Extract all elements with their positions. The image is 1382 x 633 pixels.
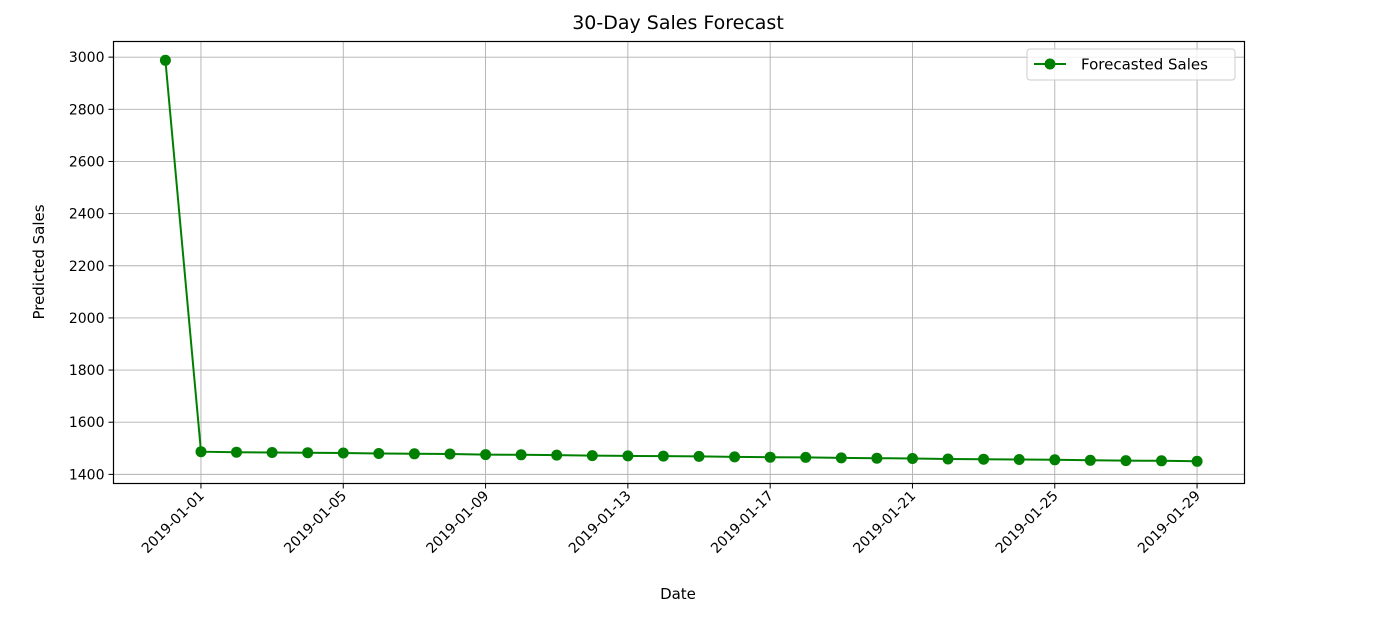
x-tick-label: 2019-01-17	[708, 488, 777, 557]
series-layer	[159, 54, 1203, 467]
series-line	[164, 60, 1198, 463]
data-point	[871, 452, 883, 464]
legend-box	[1026, 48, 1236, 81]
chart-title: 30-Day Sales Forecast	[572, 12, 784, 34]
data-point	[835, 452, 847, 464]
legend-marker	[1044, 58, 1056, 70]
y-tick-label: 1400	[69, 467, 105, 483]
y-tick-label: 2800	[69, 102, 105, 118]
data-point	[373, 448, 385, 459]
data-point	[551, 449, 563, 461]
data-point	[1049, 454, 1061, 466]
data-point	[480, 449, 492, 461]
data-point	[266, 447, 278, 458]
y-tick-label: 2600	[69, 154, 105, 170]
x-tick-label: 2019-01-21	[850, 488, 919, 557]
y-tick-label: 3000	[69, 50, 105, 66]
data-point	[693, 450, 705, 462]
data-point	[444, 448, 456, 460]
data-point	[515, 449, 527, 461]
x-tick-label: 2019-01-13	[566, 488, 635, 557]
x-tick-label: 2019-01-25	[993, 488, 1062, 557]
legend: Forecasted Sales	[1026, 48, 1236, 81]
x-tick-label: 2019-01-01	[139, 488, 208, 557]
data-point	[764, 451, 776, 463]
y-tick-label: 1800	[69, 363, 105, 379]
data-point	[1013, 454, 1025, 465]
x-axis-label: Date	[660, 585, 696, 603]
x-tick-label: 2019-01-05	[281, 488, 350, 557]
y-tick-label: 1600	[69, 415, 105, 431]
data-point	[657, 450, 669, 462]
data-point	[159, 54, 171, 66]
data-point	[942, 453, 954, 465]
data-point	[729, 451, 741, 463]
data-point	[907, 453, 918, 464]
y-tick-label: 2000	[69, 311, 105, 327]
legend-label: Forecasted Sales	[1081, 56, 1208, 74]
data-point	[337, 447, 349, 459]
data-point	[408, 448, 420, 460]
data-point	[978, 453, 990, 465]
data-point	[231, 446, 242, 458]
data-point	[1156, 455, 1167, 467]
data-point	[1191, 455, 1203, 467]
x-tick-label: 2019-01-29	[1135, 488, 1204, 557]
y-tick-label: 2400	[69, 207, 105, 223]
y-tick-label: 2200	[69, 259, 105, 275]
data-point	[800, 451, 812, 463]
grid-lines	[113, 41, 1245, 484]
y-axis-ticks: 1400 1600 1800 2000 2200 2400 2600 2800 3000	[69, 50, 114, 483]
x-axis-ticks: 2019-01-01 2019-01-05 2019-01-09 2019-01-13…	[139, 483, 1204, 557]
data-point	[1084, 454, 1096, 466]
x-tick-label: 2019-01-09	[424, 488, 493, 557]
plot-frame	[112, 40, 1246, 485]
data-point	[586, 450, 598, 462]
data-point	[622, 450, 634, 462]
data-point	[195, 446, 207, 458]
data-point	[1120, 455, 1132, 467]
y-axis-label: Predicted Sales	[30, 204, 48, 319]
data-point	[302, 447, 314, 459]
